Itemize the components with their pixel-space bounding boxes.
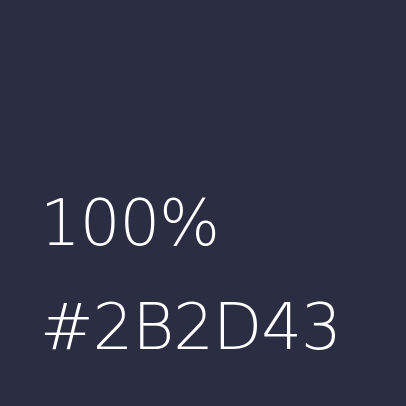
hex-code-label: #2B2D43 (40, 291, 342, 365)
opacity-label: 100% (40, 187, 220, 261)
